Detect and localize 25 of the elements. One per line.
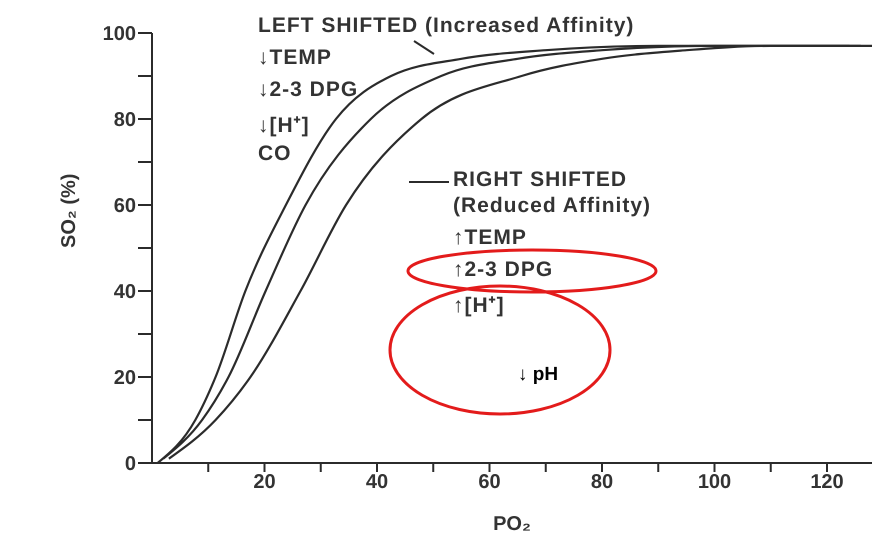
y-tick-label: 60 bbox=[114, 195, 136, 218]
annotation: ↓2-3 DPG bbox=[258, 78, 358, 102]
annotation: ↑TEMP bbox=[453, 226, 527, 250]
x-tick-label: 40 bbox=[366, 471, 388, 494]
annotation: (Reduced Affinity) bbox=[453, 194, 652, 218]
y-tick-label: 40 bbox=[114, 281, 136, 304]
x-axis-title: PO₂ bbox=[493, 513, 531, 535]
x-tick-label: 80 bbox=[590, 471, 614, 494]
annotation: ↓ pH bbox=[518, 364, 558, 386]
y-tick-label: 0 bbox=[124, 453, 136, 476]
annotation: ↓TEMP bbox=[258, 46, 332, 70]
annotation: ↑2-3 DPG bbox=[453, 258, 554, 282]
annotation: ↓[H⁺] bbox=[258, 113, 310, 138]
y-axis-title: SO₂ (%) bbox=[58, 174, 80, 248]
annotation: CO bbox=[258, 142, 292, 166]
x-tick-label: 20 bbox=[253, 471, 276, 494]
y-tick-label: 20 bbox=[114, 367, 136, 390]
annotation: RIGHT SHIFTED bbox=[453, 168, 627, 192]
x-tick-label: 100 bbox=[698, 471, 732, 494]
annotation: ↑[H⁺] bbox=[453, 293, 505, 318]
y-tick-label: 80 bbox=[114, 109, 136, 132]
annotation: LEFT SHIFTED (Increased Affinity) bbox=[258, 14, 634, 38]
x-tick-label: 60 bbox=[478, 471, 501, 494]
x-tick-label: 120 bbox=[810, 471, 844, 494]
y-tick-label: 100 bbox=[102, 23, 136, 46]
